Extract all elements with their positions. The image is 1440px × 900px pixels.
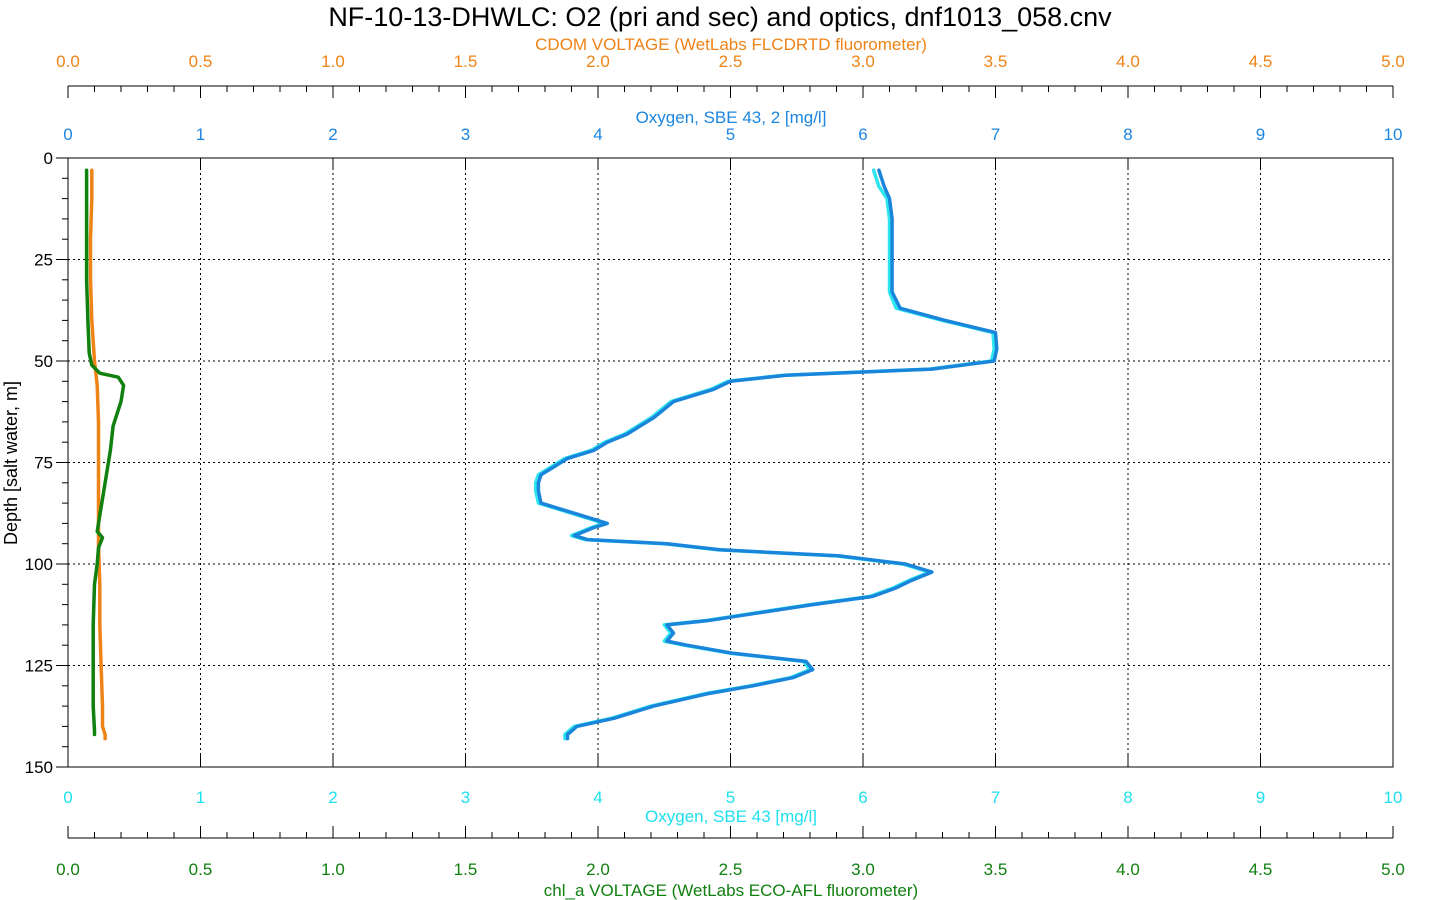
cdom-tick-label: 0.0 <box>56 52 80 71</box>
oxygen2-tick-label: 6 <box>858 125 867 144</box>
chla-tick-label: 1.5 <box>454 860 478 879</box>
chla-tick-label: 4.5 <box>1249 860 1273 879</box>
oxygen2-tick-label: 3 <box>461 125 470 144</box>
oxygen2-axis-label: Oxygen, SBE 43, 2 [mg/l] <box>636 108 827 127</box>
chla-tick-label: 3.0 <box>851 860 875 879</box>
cdom-tick-label: 3.5 <box>984 52 1008 71</box>
oxygen2-tick-label: 2 <box>328 125 337 144</box>
oxygen2-tick-label: 8 <box>1123 125 1132 144</box>
oxygen-tick-label: 4 <box>593 788 602 807</box>
oxygen2-tick-label: 5 <box>726 125 735 144</box>
y-axis-label: Depth [salt water, m] <box>1 381 21 545</box>
oxygen-axis-label: Oxygen, SBE 43 [mg/l] <box>645 807 817 826</box>
oxygen-tick-label: 6 <box>858 788 867 807</box>
oxygen-tick-label: 1 <box>196 788 205 807</box>
oxygen-tick-label: 7 <box>991 788 1000 807</box>
oxygen2-tick-label: 7 <box>991 125 1000 144</box>
cdom-tick-label: 1.0 <box>321 52 345 71</box>
chla-tick-label: 0.5 <box>189 860 213 879</box>
chart-title: NF-10-13-DHWLC: O2 (pri and sec) and opt… <box>328 2 1112 32</box>
chla-tick-label: 3.5 <box>984 860 1008 879</box>
oxygen-tick-label: 10 <box>1384 788 1403 807</box>
cdom-tick-label: 2.0 <box>586 52 610 71</box>
y-tick-label: 150 <box>25 758 53 777</box>
cdom-tick-label: 4.5 <box>1249 52 1273 71</box>
oxygen2-tick-label: 9 <box>1256 125 1265 144</box>
chla-tick-label: 5.0 <box>1381 860 1405 879</box>
chla-tick-label: 2.0 <box>586 860 610 879</box>
oxygen-tick-label: 2 <box>328 788 337 807</box>
cdom-tick-label: 5.0 <box>1381 52 1405 71</box>
chla-axis-label: chl_a VOLTAGE (WetLabs ECO-AFL fluoromet… <box>544 881 918 900</box>
series-layer <box>84 168 999 741</box>
oxygen-tick-label: 3 <box>461 788 470 807</box>
oxygen-series-line <box>533 168 996 741</box>
oxygen2-tick-label: 10 <box>1384 125 1403 144</box>
oxygen-tick-label: 8 <box>1123 788 1132 807</box>
chla-tick-label: 4.0 <box>1116 860 1140 879</box>
cdom-tick-label: 2.5 <box>719 52 743 71</box>
y-tick-label: 50 <box>34 352 53 371</box>
y-tick-label: 75 <box>34 454 53 473</box>
oxygen-tick-label: 5 <box>726 788 735 807</box>
y-tick-label: 25 <box>34 251 53 270</box>
oxygen-tick-label: 9 <box>1256 788 1265 807</box>
cdom-axis-label: CDOM VOLTAGE (WetLabs FLCDRTD fluoromete… <box>535 35 927 54</box>
oxygen2-tick-label: 4 <box>593 125 602 144</box>
cdom-tick-label: 3.0 <box>851 52 875 71</box>
cdom-tick-label: 4.0 <box>1116 52 1140 71</box>
oxygen2-tick-label: 1 <box>196 125 205 144</box>
cdom-series-line <box>88 168 107 741</box>
oxygen-tick-label: 0 <box>63 788 72 807</box>
oxygen2-tick-label: 0 <box>63 125 72 144</box>
chla-tick-label: 0.0 <box>56 860 80 879</box>
grid-layer <box>68 158 1393 767</box>
cdom-tick-label: 1.5 <box>454 52 478 71</box>
chla-tick-label: 1.0 <box>321 860 345 879</box>
chla-series-line <box>84 168 126 737</box>
chla-tick-label: 2.5 <box>719 860 743 879</box>
cdom-tick-label: 0.5 <box>189 52 213 71</box>
y-tick-label: 100 <box>25 555 53 574</box>
y-tick-label: 125 <box>25 657 53 676</box>
oxygen2-series-line <box>536 168 999 741</box>
y-tick-label: 0 <box>44 149 53 168</box>
